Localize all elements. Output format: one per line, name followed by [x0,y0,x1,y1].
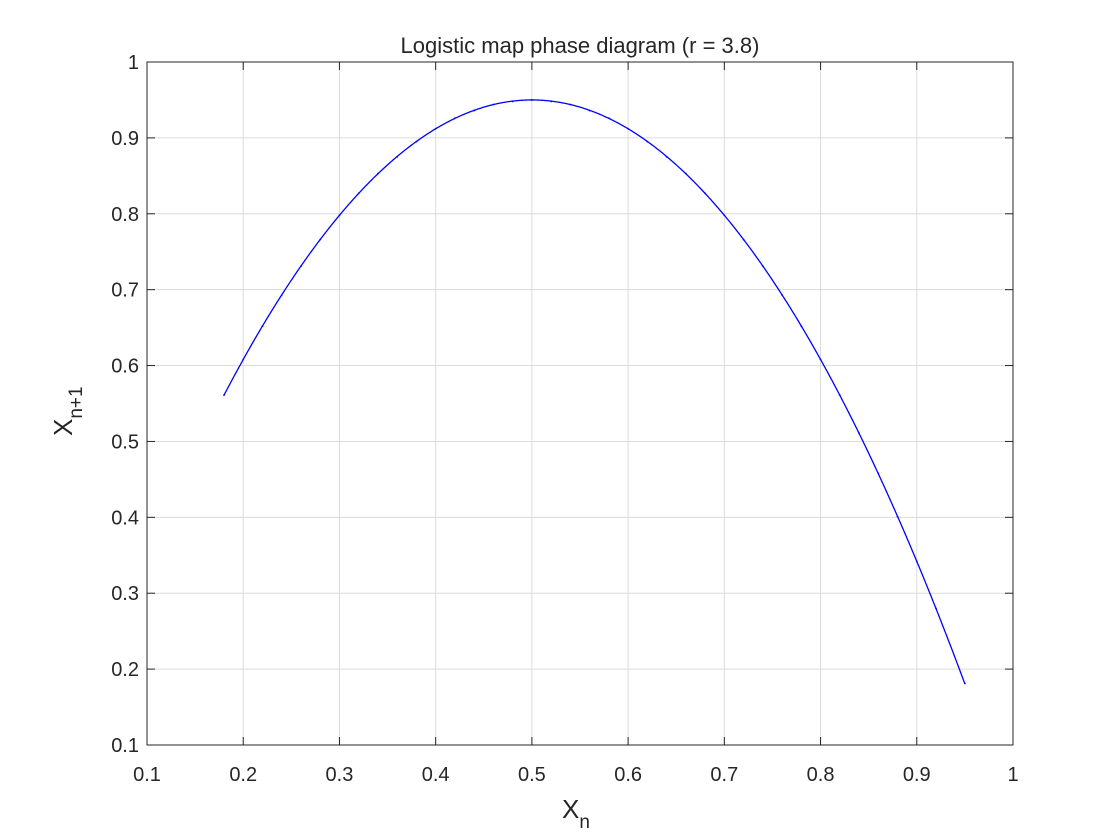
data-point [569,103,572,106]
y-tick-label: 0.8 [111,204,139,226]
x-tick-label: 0.8 [807,764,835,786]
x-axis-label-base: X [562,794,579,824]
data-point [319,238,322,241]
x-axis-label: Xn [562,794,590,833]
data-point [800,325,803,327]
data-point [261,325,264,327]
data-point [627,127,630,130]
x-tick-label: 0.3 [326,764,354,786]
x-tick-label: 1 [1007,764,1018,786]
data-point [877,472,880,475]
data-point [819,358,822,361]
x-tick-label: 0.2 [229,764,257,786]
data-point [607,117,610,120]
data-point [915,560,918,563]
y-tick-label: 0.2 [111,659,139,681]
chart-title: Logistic map phase diagram (r = 3.8) [401,33,760,58]
y-tick-label: 0.6 [111,356,139,378]
ticks [146,61,1014,746]
data-point [646,140,649,143]
y-axis-label-base: X [48,419,78,436]
data-point [300,265,302,268]
grid [147,62,1013,745]
data-point [588,109,591,112]
data-point [781,294,783,296]
data-point [896,515,899,518]
data-point [550,100,553,103]
y-tick-label: 0.4 [111,507,139,529]
x-tick-label: 0.4 [422,764,450,786]
data-point [242,358,245,361]
x-axis-label-subscript: n [579,812,590,833]
x-tick-label: 0.5 [518,764,546,786]
x-tick-label: 0.7 [710,764,738,786]
data-point [935,607,937,610]
data-point [761,265,764,268]
data-point [377,172,379,175]
y-tick-label: 0.1 [111,735,139,757]
y-axis-label-subscript: n+1 [66,386,87,418]
plot-area [147,62,1013,745]
data-point [704,192,706,195]
data-point [492,103,495,106]
series-trace [223,99,966,685]
data-point [665,155,668,158]
data-point [357,192,360,195]
data-point [530,99,533,101]
data-point [473,109,476,112]
x-tick-label: 0.6 [614,764,642,786]
data-point [434,127,437,130]
data-point [511,100,514,103]
data-point [963,682,966,685]
data-point [742,238,745,241]
x-tick-label: 0.1 [133,764,161,786]
y-tick-label: 0.3 [111,583,139,605]
y-tick-label: 1 [128,52,139,74]
data-point [415,140,418,143]
data-point [684,172,687,175]
axes-box [146,61,1014,746]
x-tick-label: 0.9 [903,764,931,786]
y-axis-label: Xn+1 [48,386,87,436]
y-tick-label: 0.9 [111,128,139,150]
y-tick-label: 0.7 [111,280,139,302]
y-tick-label: 0.5 [111,431,139,453]
data-point [838,394,841,397]
data-point [858,432,860,434]
data-point [338,214,341,217]
data-point [223,394,225,397]
data-point [280,294,283,296]
data-point [396,155,399,158]
tick-labels: 0.1 0.2 0.3 0.4 0.5 0.6 0.7 0.8 0.9 1 0.1 0.2 0.3 0.4… [111,52,1018,786]
data-series [223,99,966,685]
data-point [723,214,726,217]
data-point [454,117,456,120]
